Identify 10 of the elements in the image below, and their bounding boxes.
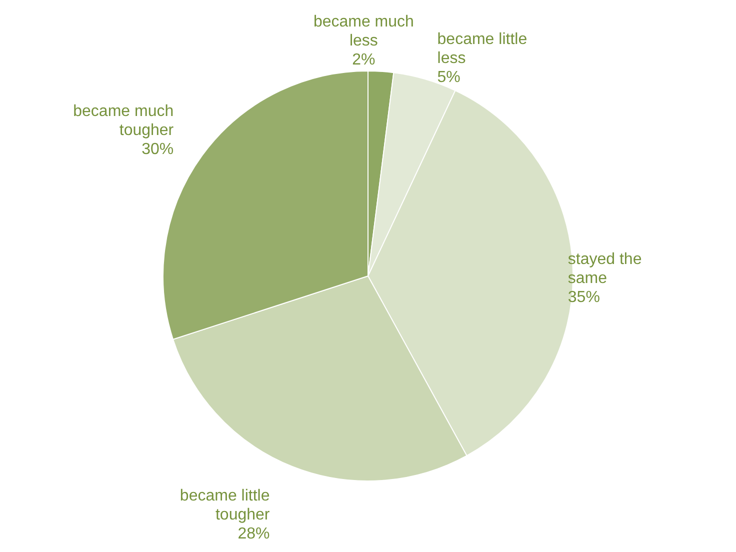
data-label: 28% xyxy=(238,526,270,543)
slice-label: became much less xyxy=(313,13,414,50)
slice-label: stayed the same xyxy=(568,251,642,288)
data-label: 30% xyxy=(142,140,174,158)
slice-label: became much tougher xyxy=(73,102,174,139)
slice-label: became little less xyxy=(437,31,528,68)
data-label: 2% xyxy=(352,51,376,68)
slice-label: became little tougher xyxy=(180,488,270,524)
data-label: 35% xyxy=(568,289,600,306)
data-label: 5% xyxy=(437,69,460,86)
